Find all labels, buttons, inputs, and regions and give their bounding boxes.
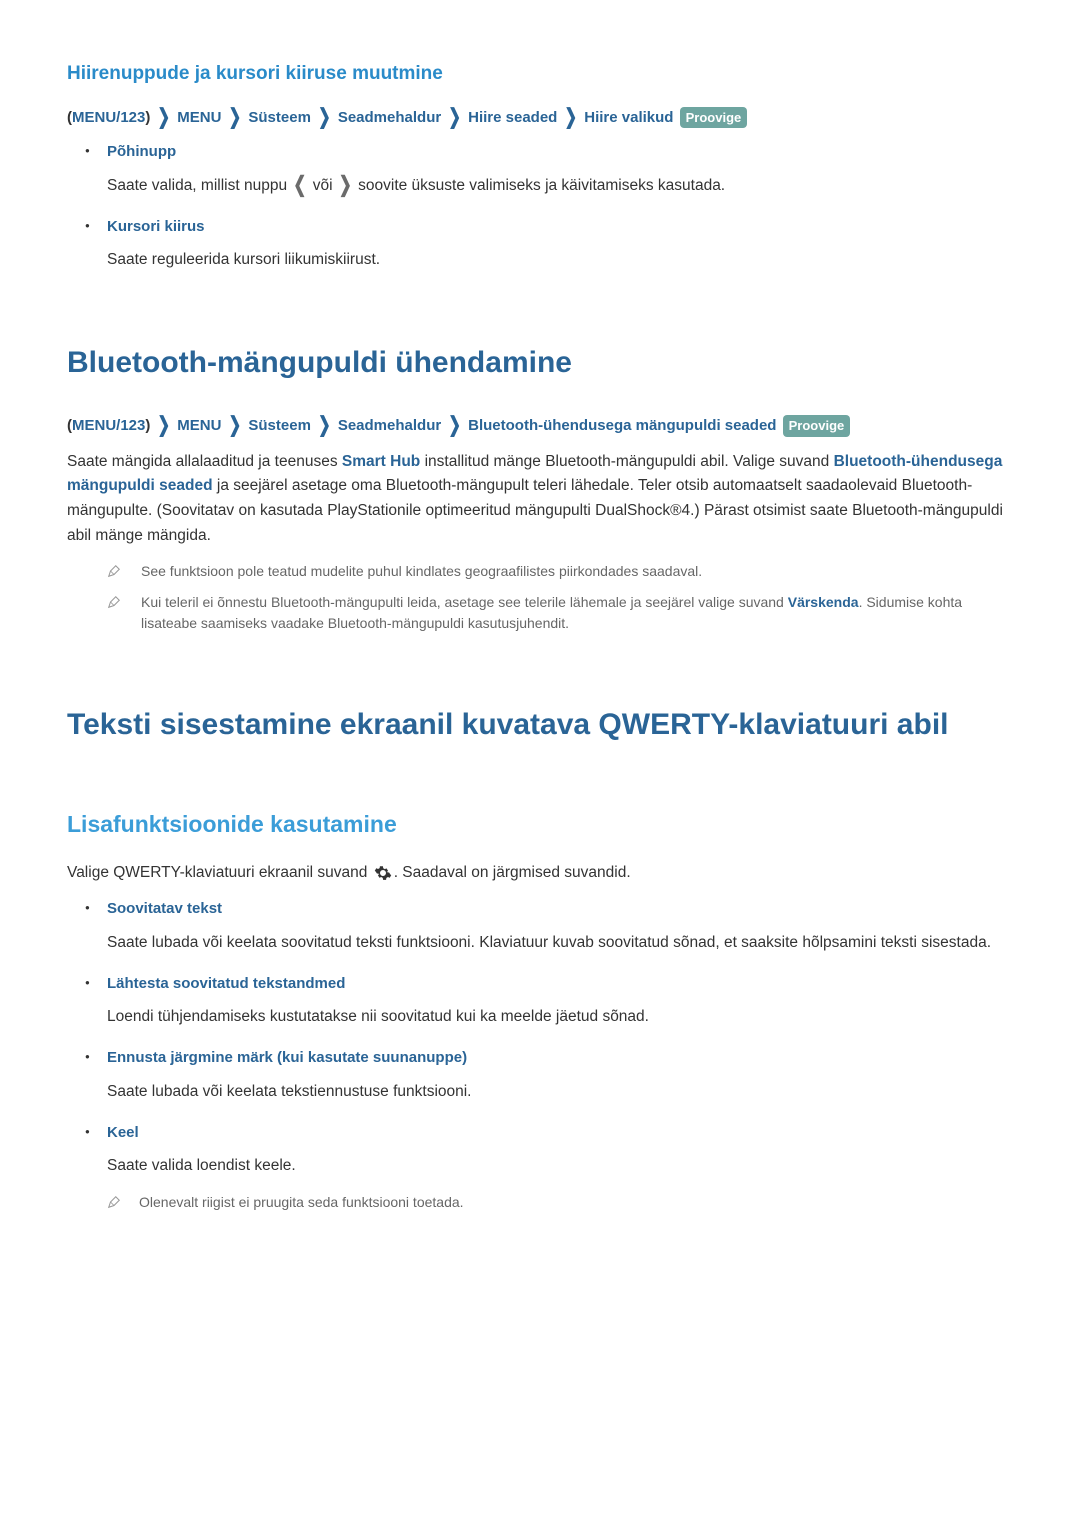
list-item: Keel Saate valida loendist keele. Olenev… [107, 1122, 1013, 1214]
crumb: Seadmehaldur [338, 417, 441, 434]
item-desc: Saate lubada või keelata soovitatud teks… [107, 931, 1013, 955]
section-title: Hiirenuppude ja kursori kiiruse muutmine [67, 60, 1013, 89]
body-text: Valige QWERTY-klaviatuuri ekraanil suvan… [67, 864, 372, 881]
chevron-right-icon: ❯ [448, 411, 461, 443]
note-row: See funktsioon pole teatud mudelite puhu… [67, 561, 1013, 582]
list-item: Soovitatav tekst Saate lubada või keelat… [107, 898, 1013, 955]
breadcrumb-2: (MENU/123) ❯ MENU ❯ Süsteem ❯ Seadmehald… [67, 415, 1013, 438]
try-badge[interactable]: Proovige [783, 415, 851, 437]
paren-close: ) [145, 109, 150, 126]
body-text: . Saadaval on järgmised suvandid. [394, 864, 631, 881]
item-title: Kursori kiirus [107, 216, 1013, 239]
list-item: Põhinupp Saate valida, millist nuppu ❮ v… [107, 141, 1013, 198]
item-desc: Saate valida, millist nuppu ❮ või ❯ soov… [107, 174, 1013, 198]
chevron-right-icon: ❯ [229, 411, 242, 443]
crumb: Bluetooth-ühendusega mängupuldi seaded [468, 417, 776, 434]
desc-text: või [308, 177, 336, 194]
crumb: Hiire seaded [468, 109, 557, 126]
item-desc: Saate reguleerida kursori liikumiskiirus… [107, 248, 1013, 272]
note-text: See funktsioon pole teatud mudelite puhu… [141, 561, 1013, 582]
item-desc: Saate valida loendist keele. [107, 1154, 1013, 1178]
options-list-3: Soovitatav tekst Saate lubada või keelat… [67, 898, 1013, 1213]
item-title: Lähtesta soovitatud tekstandmed [107, 973, 1013, 996]
page-heading-qwerty: Teksti sisestamine ekraanil kuvatava QWE… [67, 702, 1013, 747]
sub-heading: Lisafunktsioonide kasutamine [67, 807, 1013, 842]
body-paragraph: Saate mängida allalaaditud ja teenuses S… [67, 450, 1013, 549]
item-desc: Loendi tühjendamiseks kustutatakse nii s… [107, 1005, 1013, 1029]
pencil-icon [107, 595, 121, 609]
item-title: Keel [107, 1122, 1013, 1145]
bold-term: Smart Hub [342, 453, 420, 470]
body-text: installitud mänge Bluetooth-mängupuldi a… [420, 453, 833, 470]
desc-text: soovite üksuste valimiseks ja käivitamis… [354, 177, 725, 194]
gear-icon [374, 864, 392, 882]
breadcrumb-1: (MENU/123) ❯ MENU ❯ Süsteem ❯ Seadmehald… [67, 107, 1013, 130]
paren-close: ) [145, 417, 150, 434]
crumb: MENU [177, 417, 221, 434]
list-item: Lähtesta soovitatud tekstandmed Loendi t… [107, 973, 1013, 1030]
pencil-icon [107, 1195, 121, 1209]
item-desc: Saate lubada või keelata tekstiennustuse… [107, 1080, 1013, 1104]
crumb: MENU [177, 109, 221, 126]
note-text: Olenevalt riigist ei pruugita seda funkt… [139, 1192, 1013, 1213]
note-row: Olenevalt riigist ei pruugita seda funkt… [107, 1192, 1013, 1213]
item-title: Põhinupp [107, 141, 1013, 164]
desc-text: Saate valida, millist nuppu [107, 177, 291, 194]
chevron-right-icon: ❯ [565, 102, 578, 134]
body-text: Saate mängida allalaaditud ja teenuses [67, 453, 342, 470]
bold-term: Värskenda [788, 594, 859, 610]
body-paragraph: Valige QWERTY-klaviatuuri ekraanil suvan… [67, 861, 1013, 886]
item-title: Soovitatav tekst [107, 898, 1013, 921]
crumb: Süsteem [248, 109, 311, 126]
page-heading-bluetooth: Bluetooth-mängupuldi ühendamine [67, 340, 1013, 385]
crumb: Hiire valikud [584, 109, 673, 126]
crumb-prefix: MENU/123 [72, 109, 145, 126]
list-item: Ennusta järgmine märk (kui kasutate suun… [107, 1047, 1013, 1104]
chevron-right-icon: ❯ [158, 102, 171, 134]
note-text: Kui teleril ei õnnestu Bluetooth-mängupu… [141, 592, 1013, 634]
chevron-right-icon: ❯ [158, 411, 171, 443]
chevron-right-icon: ❯ [229, 102, 242, 134]
try-badge[interactable]: Proovige [680, 107, 748, 129]
chevron-right-icon: ❯ [318, 102, 331, 134]
chevron-left-icon: ❮ [293, 169, 306, 203]
pencil-icon [107, 564, 121, 578]
item-title: Ennusta järgmine märk (kui kasutate suun… [107, 1047, 1013, 1070]
chevron-right-icon: ❯ [318, 411, 331, 443]
chevron-right-icon: ❯ [339, 169, 352, 203]
note-row: Kui teleril ei õnnestu Bluetooth-mängupu… [67, 592, 1013, 634]
crumb: Süsteem [248, 417, 311, 434]
crumb: Seadmehaldur [338, 109, 441, 126]
list-item: Kursori kiirus Saate reguleerida kursori… [107, 216, 1013, 273]
note-text-part: Kui teleril ei õnnestu Bluetooth-mängupu… [141, 594, 788, 610]
options-list-1: Põhinupp Saate valida, millist nuppu ❮ v… [67, 141, 1013, 272]
chevron-right-icon: ❯ [448, 102, 461, 134]
crumb-prefix: MENU/123 [72, 417, 145, 434]
